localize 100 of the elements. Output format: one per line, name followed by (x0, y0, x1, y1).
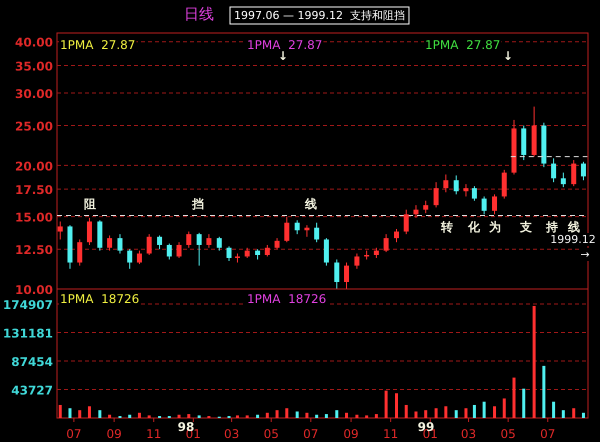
bar (482, 402, 486, 418)
y-tick-label: 15.00 (15, 210, 53, 225)
bar (365, 415, 368, 418)
annotation: → (580, 248, 590, 261)
annotation: 1PMA 18726 (60, 292, 140, 306)
annotation: 1999.12 (550, 233, 596, 246)
y-tick-label: 131181 (2, 326, 53, 341)
bar (88, 406, 91, 418)
candlestick (482, 196, 487, 215)
annotation: ↓ (502, 49, 514, 63)
annotation: 线 (304, 197, 317, 211)
candlestick (284, 216, 290, 243)
x-tick-label: 05 (500, 427, 516, 441)
annotation: 支 (519, 220, 532, 234)
candlestick (196, 232, 202, 266)
annotation: 1PMA 27.87 (60, 38, 136, 52)
annotation: 化 (467, 220, 481, 234)
candlestick (264, 244, 270, 257)
candlestick (206, 234, 212, 248)
bar (414, 411, 418, 418)
bar (198, 415, 201, 418)
bar (502, 398, 506, 418)
bar (464, 408, 468, 418)
x-tick-label: 07 (66, 427, 82, 441)
bar (355, 414, 358, 418)
bar (128, 414, 132, 418)
bar (246, 415, 249, 418)
candlestick (551, 158, 556, 183)
bar (424, 410, 428, 418)
bar (58, 404, 62, 418)
y-tick-label: 174907 (2, 298, 53, 312)
bar (296, 411, 299, 418)
bar (236, 415, 239, 418)
y-tick-label: 20.00 (15, 159, 53, 174)
bar (98, 410, 102, 418)
bar (572, 408, 576, 418)
candlestick (186, 231, 192, 248)
annotation: 阻 (84, 197, 96, 211)
bar (582, 412, 585, 418)
bar (434, 408, 438, 418)
candlestick (166, 243, 172, 260)
bar (532, 306, 536, 418)
y-tick-label: 10.00 (15, 283, 53, 297)
candlestick (502, 169, 507, 200)
candlestick (443, 174, 448, 193)
bar (522, 388, 526, 418)
candlestick (354, 253, 360, 270)
annotation: 线 (567, 220, 580, 234)
candlestick (454, 174, 459, 195)
x-tick-label: 07 (303, 427, 318, 441)
chart-title: 1997.06 — 1999.12 支持和阻挡 (234, 9, 405, 22)
candlestick (86, 217, 92, 246)
y-tick-label: 25.00 (15, 120, 53, 134)
bar (138, 412, 141, 418)
x-tick-label: 05 (264, 427, 279, 441)
y-tick-label: 43727 (11, 384, 53, 398)
candlestick (77, 238, 82, 266)
candlestick (314, 222, 320, 243)
bar (324, 414, 328, 418)
annotation: 1PMA 18726 (247, 292, 326, 306)
annotation: 1PMA 27.87 (425, 38, 500, 52)
bar (305, 412, 308, 418)
candlestick (434, 182, 439, 208)
x-tick-label: 09 (343, 427, 359, 441)
bar (266, 412, 269, 418)
candlestick (472, 186, 477, 202)
x-tick-label: 07 (540, 427, 556, 441)
bar (444, 406, 448, 418)
bar (285, 408, 288, 418)
candlestick (413, 204, 418, 218)
candlestick (334, 258, 340, 290)
bar (276, 410, 279, 418)
candlestick (107, 234, 112, 252)
x-tick-label: 11 (146, 427, 162, 441)
bar (148, 415, 151, 418)
chart-subtitle: 日线 (184, 5, 214, 23)
candlestick (304, 224, 310, 238)
candlestick (492, 194, 498, 215)
x-tick-label: 03 (460, 427, 476, 441)
candlestick (463, 184, 468, 197)
x-tick-label: 03 (224, 427, 240, 441)
bar (78, 410, 82, 418)
bar (542, 366, 546, 418)
candlestick (136, 250, 142, 265)
annotation: 挡 (191, 197, 204, 211)
y-tick-label: 17.50 (15, 183, 53, 198)
bar (562, 410, 565, 418)
bar (472, 404, 476, 418)
bar (384, 390, 388, 418)
y-tick-label: 12.50 (15, 243, 53, 258)
annotation: ↓ (278, 49, 288, 63)
candlestick (176, 242, 182, 258)
y-tick-label: 40.00 (15, 36, 53, 50)
candlestick (404, 209, 409, 235)
bar (256, 414, 260, 418)
x-tick-label: 11 (383, 427, 398, 441)
candlestick (324, 238, 329, 266)
x-tick-label: 09 (106, 427, 122, 441)
bar (404, 404, 408, 418)
candlestick (394, 228, 399, 243)
